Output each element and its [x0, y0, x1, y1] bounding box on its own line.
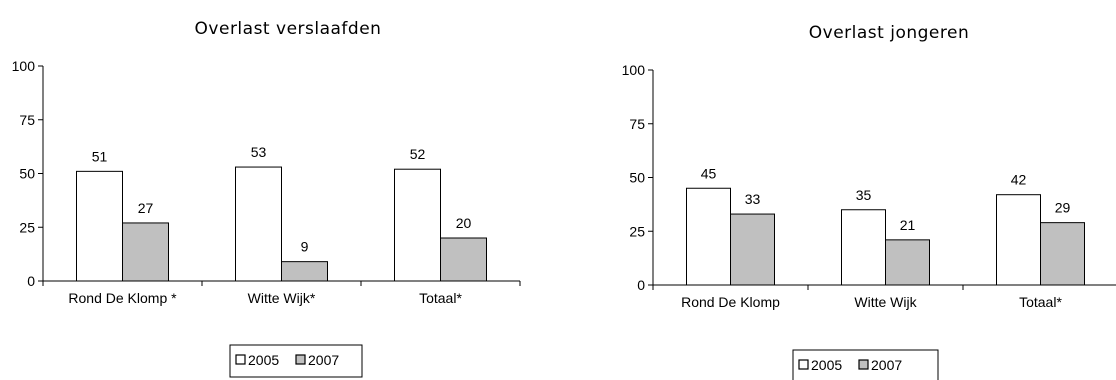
bar-2007: [885, 239, 930, 286]
y-tick-label: 25: [19, 219, 35, 235]
data-label: 42: [1011, 172, 1027, 188]
bar-2005: [841, 209, 886, 286]
data-label: 27: [138, 200, 154, 216]
chart-overlast-jongeren: Overlast jongeren 0 25 50 75 100 45 33 Rond De …: [622, 23, 1116, 380]
data-label: 21: [900, 217, 916, 233]
y-tick-label: 75: [629, 116, 645, 132]
y-tick-label: 100: [12, 58, 36, 74]
y-tick-label: 0: [27, 273, 35, 289]
bar-2007: [440, 237, 487, 282]
legend-label: 2007: [308, 352, 339, 368]
legend-swatch: [798, 359, 809, 370]
bar-2007: [730, 213, 775, 286]
data-label: 35: [856, 187, 872, 203]
legend-label: 2005: [811, 357, 842, 373]
legend-label: 2007: [871, 357, 902, 373]
bar-2005: [394, 168, 441, 282]
legend-swatch: [235, 354, 246, 365]
category-label: Totaal*: [419, 290, 462, 306]
data-label: 53: [251, 144, 267, 160]
data-label: 51: [92, 148, 108, 164]
data-label: 33: [745, 191, 761, 207]
y-tick-label: 100: [622, 62, 646, 78]
legend-swatch: [295, 354, 306, 365]
y-tick-label: 50: [629, 170, 645, 186]
chart-overlast-verslaafden: Overlast verslaafden 0 25 50 75 100 51 27 Rond …: [12, 19, 521, 378]
data-label: 52: [410, 146, 426, 162]
y-tick-label: 50: [19, 166, 35, 182]
bar-2007: [281, 261, 328, 282]
bar-2005: [686, 187, 731, 286]
data-label: 45: [701, 165, 717, 181]
category-label: Witte Wijk: [854, 294, 917, 310]
data-label: 9: [301, 239, 309, 255]
legend-label: 2005: [248, 352, 279, 368]
category-label: Rond De Klomp *: [68, 290, 177, 306]
bar-2005: [76, 170, 123, 282]
category-label: Witte Wijk*: [248, 290, 316, 306]
chart-title: Overlast jongeren: [809, 23, 969, 43]
y-tick-label: 75: [19, 112, 35, 128]
bar-2005: [235, 166, 282, 282]
category-label: Rond De Klomp: [681, 294, 780, 310]
y-tick-label: 0: [637, 277, 645, 293]
data-label: 20: [456, 215, 472, 231]
y-tick-label: 25: [629, 223, 645, 239]
bar-2007: [122, 222, 169, 282]
category-label: Totaal*: [1019, 294, 1062, 310]
data-label: 29: [1055, 200, 1071, 216]
legend-swatch: [858, 359, 869, 370]
chart-title: Overlast verslaafden: [195, 19, 382, 39]
bar-2005: [996, 194, 1041, 286]
bar-2007: [1040, 222, 1085, 286]
